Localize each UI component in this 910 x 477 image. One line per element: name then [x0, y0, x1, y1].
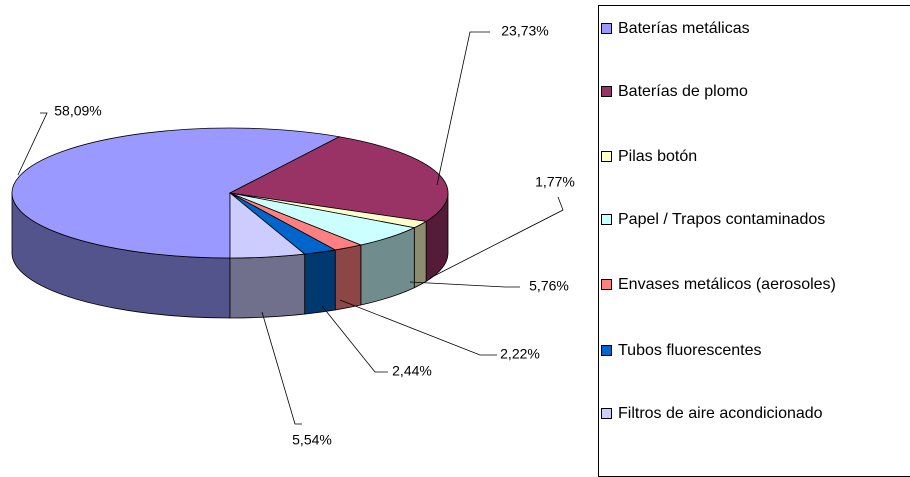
legend-swatch: [601, 23, 612, 34]
data-label: 58,09%: [54, 103, 101, 119]
legend-label: Pilas botón: [618, 148, 698, 165]
legend-entry: Envases metálicos (aerosoles): [601, 274, 841, 295]
slice-side: [334, 244, 362, 311]
chart: 58,09% 23,73% 1,77% 5,76% 2,22% 2,44% 5,54%: [11, 23, 575, 448]
page: 58,09% 23,73% 1,77% 5,76% 2,22% 2,44% 5,54% Ba…: [11, 5, 910, 477]
legend-label: Baterías de plomo: [618, 83, 748, 100]
slice: [228, 136, 449, 222]
legend-label: Papel / Trapos contaminados: [618, 211, 826, 228]
legend-entry: Baterías de plomo: [601, 81, 748, 102]
legend-entry: Baterías metálicas: [601, 18, 750, 39]
slice-side: [229, 253, 306, 319]
slice-side: [413, 220, 427, 289]
slice-side: [304, 249, 336, 315]
legend-label: Filtros de aire acondicionado: [618, 405, 823, 422]
data-label: 5,76%: [529, 278, 569, 294]
leader-line: [321, 305, 388, 373]
slice: [229, 192, 306, 259]
leader-line: [339, 299, 497, 356]
legend-swatch: [601, 279, 612, 290]
legend-entry: Pilas botón: [601, 146, 697, 167]
legend-label: Baterías metálicas: [618, 20, 750, 37]
legend: Baterías metálicas Baterías de plomo Pilas…: [598, 5, 910, 477]
legend-entry: Papel / Trapos contaminados: [601, 209, 825, 230]
legend-entry: Filtros de aire acondicionado: [601, 403, 823, 424]
leader-line: [429, 196, 564, 279]
data-label: 23,73%: [501, 23, 548, 39]
leader-line: [409, 281, 520, 288]
legend-entry: Tubos fluorescentes: [601, 340, 761, 361]
legend-swatch: [601, 86, 612, 97]
legend-label: Tubos fluorescentes: [618, 342, 762, 359]
legend-label: Envases metálicos (aerosoles): [618, 276, 836, 293]
leader-line: [17, 112, 48, 176]
data-label: 2,22%: [500, 346, 540, 362]
data-label: 1,77%: [535, 174, 575, 190]
slice: [11, 127, 341, 259]
leader-line: [261, 311, 302, 425]
data-label: 2,44%: [392, 363, 432, 379]
leader-line: [436, 31, 490, 186]
legend-swatch: [601, 151, 612, 162]
legend-swatch: [601, 408, 612, 419]
legend-swatch: [601, 214, 612, 225]
data-label: 5,54%: [292, 432, 332, 448]
legend-swatch: [601, 345, 612, 356]
